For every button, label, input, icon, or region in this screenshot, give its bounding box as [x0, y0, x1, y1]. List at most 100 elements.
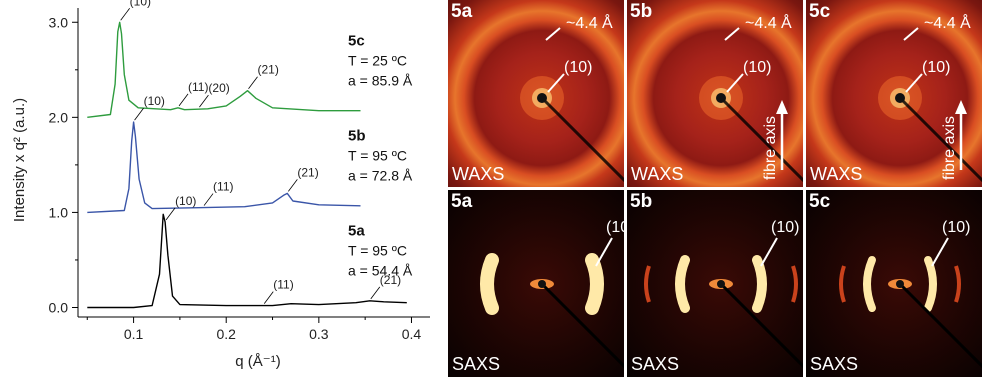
beamstop-shadow: [719, 96, 803, 183]
peak-leader: [178, 93, 189, 107]
saxs-pattern-image: [448, 190, 624, 377]
reflection-leader: [931, 237, 949, 267]
peak-leader: [203, 193, 214, 206]
pattern-sample-name: 5a: [451, 191, 473, 212]
pattern-annotations: (10): [595, 219, 624, 267]
saxs-pattern-5b: (10) 5b SAXS: [627, 190, 803, 377]
pattern-annotations: ~4.4 Å (10) fibre axis: [724, 13, 792, 180]
saxs-profile-chart: 0.0 1.0 2.0 3.0 0.1 0.2 0.3 0.4 (10) (11) (21) 5a T…: [0, 0, 440, 375]
sample-lattice-parameter: a = 85.9 Å: [348, 72, 413, 88]
peak-label: (21): [258, 63, 279, 77]
saxs-arc-left: [480, 253, 499, 315]
pattern-sample-name: 5c: [809, 191, 831, 212]
reflection-leader: [547, 73, 565, 93]
saxs-arc-left: [675, 255, 690, 313]
beamstop-shadow: [719, 282, 803, 369]
pattern-annotations: (10): [931, 219, 970, 267]
saxs-arc-right: [752, 255, 767, 313]
peak-label: (10): [175, 194, 196, 208]
beamstop-shadow: [898, 282, 982, 369]
spacing-leader: [903, 27, 919, 41]
waxs-pattern-image: [627, 0, 803, 187]
sample-name: 5a: [348, 222, 365, 239]
series-line-5b: [87, 121, 361, 214]
pattern-sample-name: 5b: [630, 191, 653, 212]
pattern-sample-name: 5a: [451, 1, 473, 22]
pattern-sample-name: 5b: [630, 1, 653, 22]
pattern-technique-label: SAXS: [810, 354, 859, 374]
fibre-axis-label: fibre axis: [762, 116, 779, 180]
sample-temperature: T = 95 ºC: [348, 242, 407, 258]
peak-label: (21): [380, 273, 401, 287]
peak-label: (11): [273, 278, 293, 292]
reflection-leader: [726, 73, 744, 93]
pattern-annotations: ~4.4 Å (10) fibre axis: [903, 13, 971, 180]
beam-center: [538, 280, 546, 288]
reflection-label: (10): [922, 59, 950, 76]
waxs-pattern-image: [448, 0, 624, 187]
saxs-arc-left: [863, 256, 876, 312]
spacing-leader: [545, 27, 561, 41]
beamstop-shadow: [540, 96, 624, 183]
pattern-sample-name: 5c: [809, 1, 831, 22]
saxs-pattern-5c: (10) 5c SAXS: [806, 190, 982, 377]
saxs-arc-second-order: [791, 265, 798, 303]
sample-name: 5b: [348, 127, 366, 144]
saxs-arc-right: [585, 253, 604, 315]
reflection-label: (10): [606, 219, 624, 236]
waxs-pattern-5c: ~4.4 Å (10) fibre axis 5c WAXS: [806, 0, 982, 187]
peak-leader: [263, 291, 274, 304]
peak-label: (10): [130, 0, 151, 8]
waxs-pattern-image: [806, 0, 982, 187]
reflection-leader: [595, 237, 613, 267]
diffraction-pattern-grid: ~4.4 Å (10) 5a WAXS ~4.4 Å (10) fibre axis 5b WA…: [448, 0, 982, 377]
peak-leader: [248, 76, 258, 89]
sample-temperature: T = 25 ºC: [348, 52, 407, 68]
pattern-annotations: (10): [760, 219, 799, 267]
beamstop-shadow: [540, 282, 624, 369]
pattern-technique-label: WAXS: [810, 164, 863, 184]
reflection-label: (10): [743, 59, 771, 76]
x-tick-label: 0.3: [309, 326, 329, 342]
reflection-label: (10): [942, 219, 970, 236]
saxs-arc-second-order: [644, 265, 651, 303]
peak-leader: [370, 286, 381, 300]
x-tick-label: 0.1: [124, 326, 144, 342]
beam-center: [895, 93, 905, 103]
spacing-label: ~4.4 Å: [566, 13, 613, 32]
waxs-pattern-5b: ~4.4 Å (10) fibre axis 5b WAXS: [627, 0, 803, 187]
fibre-axis-label: fibre axis: [941, 116, 958, 180]
chart-svg: 0.0 1.0 2.0 3.0 0.1 0.2 0.3 0.4 (10) (11) (21) 5a T…: [11, 0, 430, 370]
saxs-arc-second-order: [954, 265, 961, 303]
reflection-leader: [760, 237, 778, 267]
peak-leader: [288, 179, 298, 192]
peak-label: (11): [213, 180, 233, 194]
x-tick-label: 0.4: [402, 326, 422, 342]
saxs-pattern-image: [806, 190, 982, 377]
fibre-axis-arrowhead: [776, 100, 788, 114]
peak-leader: [120, 8, 131, 21]
y-axis-title: Intensity x q² (a.u.): [11, 98, 28, 222]
spacing-label: ~4.4 Å: [745, 13, 792, 32]
pattern-technique-label: WAXS: [631, 164, 684, 184]
beamstop-shadow: [898, 96, 982, 183]
peak-label: (11): [188, 80, 208, 94]
pattern-annotations: ~4.4 Å (10): [545, 13, 613, 93]
sample-temperature: T = 95 ºC: [348, 147, 407, 163]
reflection-label: (10): [771, 219, 799, 236]
series-line-5a: [87, 213, 407, 309]
x-tick-label: 0.2: [216, 326, 236, 342]
reflection-label: (10): [564, 59, 592, 76]
y-tick-label: 3.0: [49, 14, 69, 30]
sample-lattice-parameter: a = 54.4 Å: [348, 262, 413, 278]
beam-center: [537, 93, 547, 103]
spacing-label: ~4.4 Å: [924, 13, 971, 32]
saxs-arc-right: [924, 256, 937, 312]
peak-leader: [165, 207, 176, 221]
pattern-technique-label: SAXS: [631, 354, 680, 374]
x-axis-title: q (Å⁻¹): [235, 353, 280, 370]
spacing-leader: [724, 27, 740, 41]
series-line-5c: [87, 21, 361, 118]
saxs-arc-second-order: [839, 265, 846, 303]
peak-label: (10): [144, 94, 165, 108]
